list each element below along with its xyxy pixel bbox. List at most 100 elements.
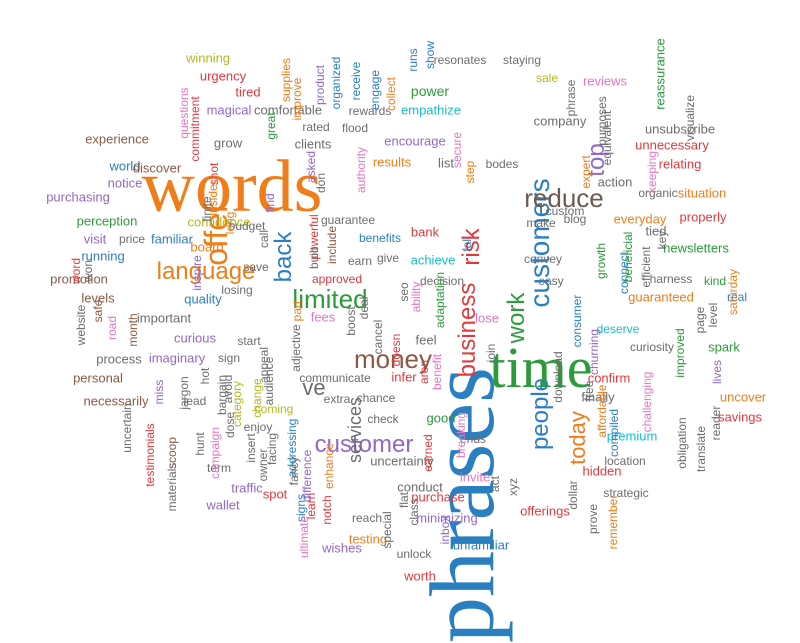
word-term: term xyxy=(207,461,231,475)
word-blog: blog xyxy=(563,212,587,226)
word-engage: engage xyxy=(368,69,382,111)
word-everyday: everyday xyxy=(613,211,667,227)
word-deserve: deserve xyxy=(596,322,640,336)
word-custom: custom xyxy=(545,204,585,218)
word-ends: ends xyxy=(459,432,487,446)
word-ability: ability xyxy=(409,281,423,313)
word-kind: kind xyxy=(703,274,727,288)
word-product: product xyxy=(313,64,327,106)
word-efficient: efficient xyxy=(639,246,653,288)
word-invite: invite xyxy=(459,469,491,485)
word-premium: premium xyxy=(606,428,658,444)
word-people: people xyxy=(527,377,554,451)
word-won: won xyxy=(81,259,95,283)
word-feel: feel xyxy=(415,332,437,348)
word-unnecessary: unnecessary xyxy=(635,137,709,153)
word-tired: tired xyxy=(235,84,261,100)
word-good: good xyxy=(426,410,456,426)
word-running: running xyxy=(81,248,125,264)
word-ve: ve xyxy=(302,375,326,400)
word-empathize: empathize xyxy=(401,102,461,118)
word-fall: fall xyxy=(460,236,474,252)
word-guarantee: guarantee xyxy=(320,213,376,227)
word-lives: lives xyxy=(710,359,724,385)
word-reassurance: reassurance xyxy=(652,38,668,110)
word-inbox: inbox xyxy=(438,515,452,545)
word-give: give xyxy=(376,251,400,265)
word-achieve: achieve xyxy=(410,252,456,268)
word-campaign: campaign xyxy=(208,426,222,480)
word-coming: coming xyxy=(254,402,294,416)
word-curious: curious xyxy=(174,330,216,346)
word-include: include xyxy=(325,225,339,265)
word-results: results xyxy=(372,154,412,170)
word-receive: receive xyxy=(349,61,363,101)
word-bank: bank xyxy=(410,224,440,240)
word-spot: spot xyxy=(262,486,288,502)
word-process: process xyxy=(96,351,142,367)
word-newsletters: newsletters xyxy=(663,240,729,256)
word-services: services xyxy=(345,396,365,464)
word-communicate: communicate xyxy=(299,371,371,385)
word-aren: aren xyxy=(417,359,431,385)
word-phrase: phrase xyxy=(564,79,578,117)
word-sale: sale xyxy=(535,71,559,85)
word-location: location xyxy=(604,454,646,468)
word-equivalent: equivalent xyxy=(600,110,614,166)
word-improve: improve xyxy=(290,77,304,121)
word-approved: approved xyxy=(311,272,363,286)
word-challenging: challenging xyxy=(640,371,654,433)
word-conduct: conduct xyxy=(397,479,443,495)
word-facing: facing xyxy=(265,432,279,466)
word-quality: quality xyxy=(184,291,222,307)
word-show: show xyxy=(423,40,437,70)
word-visualize: visualize xyxy=(683,94,697,142)
word-deal: deal xyxy=(357,296,371,320)
word-doesn: doesn xyxy=(389,333,403,367)
word-insider: insider xyxy=(206,180,220,216)
word-grow: grow xyxy=(213,135,243,151)
word-authority: authority xyxy=(354,146,368,194)
word-change: change xyxy=(250,378,264,418)
word-step: step xyxy=(463,160,477,184)
word-boost: boost xyxy=(344,306,358,336)
word-convey: convey xyxy=(523,252,563,266)
word-runs: runs xyxy=(406,48,420,72)
word-special: special xyxy=(380,511,394,549)
word-hunt: hunt xyxy=(193,432,207,456)
word-today: today xyxy=(565,411,590,465)
word-consumer: consumer xyxy=(570,294,584,348)
word-check: check xyxy=(367,412,399,426)
word-wishes: wishes xyxy=(322,540,362,556)
word-discover: discover xyxy=(132,160,182,176)
word-staying: staying xyxy=(502,53,542,67)
word-comfortable: comfortable xyxy=(254,102,322,118)
word-expert: expert xyxy=(579,155,593,189)
word-ultimate: ultimate xyxy=(297,515,311,559)
word-enjoy: enjoy xyxy=(243,420,273,434)
word-jargon: jargon xyxy=(177,376,191,410)
word-flood: flood xyxy=(341,121,369,135)
word-uncertainty: uncertainty xyxy=(370,453,434,469)
word-strategic: strategic xyxy=(603,486,649,500)
word-saturday: saturday xyxy=(726,268,740,316)
word-part: part xyxy=(290,300,304,322)
word-benefits: benefits xyxy=(358,231,402,245)
word-testimonials: testimonials xyxy=(143,423,157,487)
word-churning: churning xyxy=(587,328,601,376)
word-adaptation: adaptation xyxy=(433,271,447,329)
word-long: long xyxy=(223,211,237,235)
word-perception: perception xyxy=(76,213,138,229)
word-chance: chance xyxy=(356,391,396,405)
word-reach: reach xyxy=(351,511,383,525)
word-built: built xyxy=(307,246,321,270)
word-budget: budget xyxy=(228,219,266,233)
word-experience: experience xyxy=(85,131,149,147)
word-resonates: resonates xyxy=(433,53,487,67)
word-cloud: phrases words time customers offer language re… xyxy=(46,38,766,643)
word-encourage: encourage xyxy=(384,133,446,149)
word-secure: secure xyxy=(450,131,464,169)
word-enhance: enhance xyxy=(322,442,336,490)
word-guaranteed: guaranteed xyxy=(628,289,694,305)
word-great: great xyxy=(264,112,278,140)
